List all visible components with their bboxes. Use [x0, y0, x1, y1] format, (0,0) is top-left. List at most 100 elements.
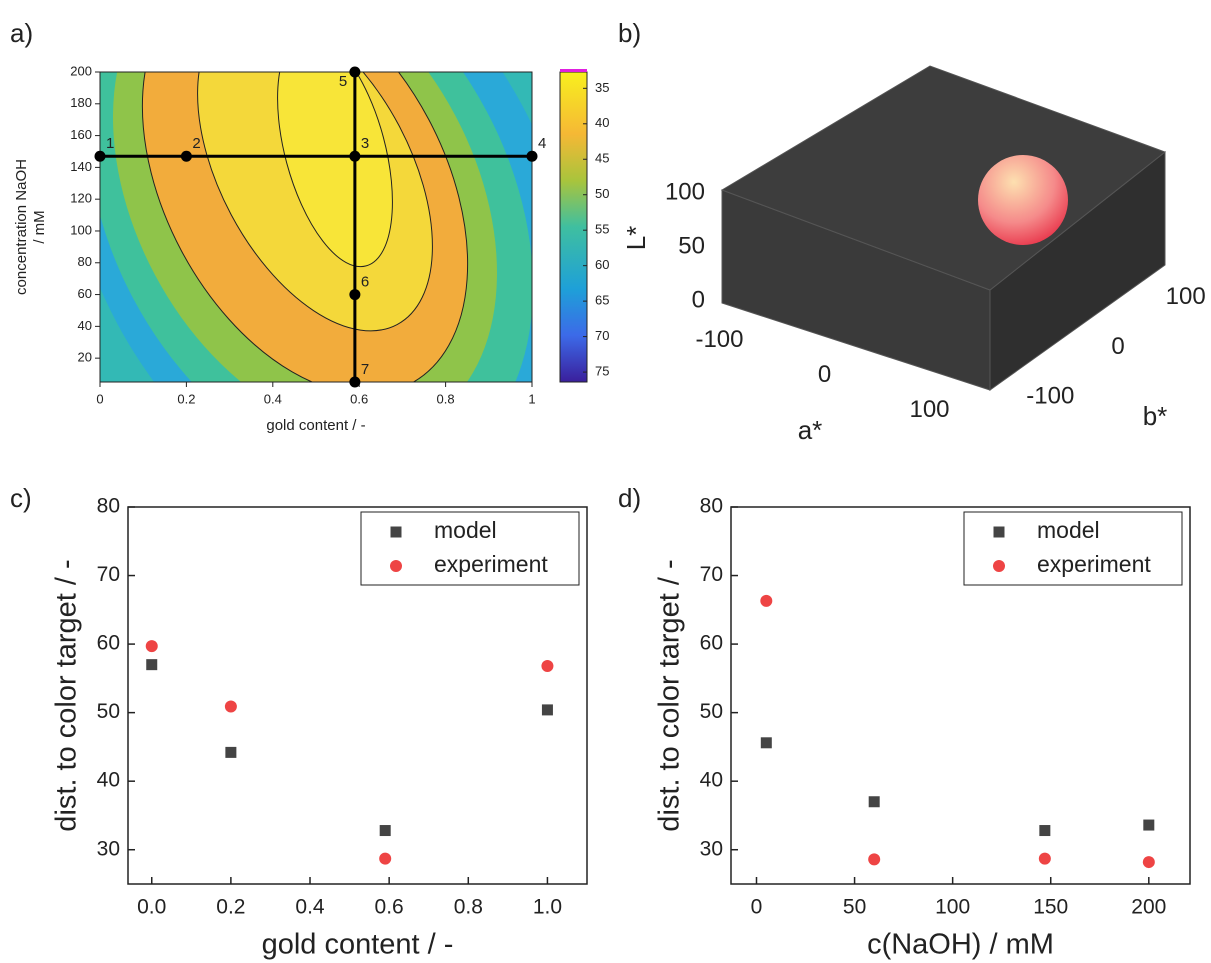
marker-square	[1143, 819, 1155, 831]
x-tick-label: 1	[528, 391, 535, 406]
colorbar	[559, 71, 588, 383]
y-tick-label: 50	[97, 700, 120, 723]
marker-square	[225, 746, 237, 758]
y-tick-label: 100	[1166, 283, 1206, 310]
colorbar-tick-label: 60	[595, 257, 609, 272]
y-axis-label: b*	[1143, 401, 1168, 431]
panel-label: b)	[618, 18, 641, 48]
y-tick-label: 60	[700, 632, 723, 655]
legend-label: experiment	[434, 551, 548, 577]
legend-label: model	[434, 517, 497, 543]
y-tick-label: 40	[78, 318, 92, 333]
x-tick-label: 0.4	[264, 391, 282, 406]
x-tick-label: 0	[818, 361, 831, 388]
x-tick-label: 0	[96, 391, 103, 406]
marker-circle	[541, 660, 554, 673]
panel-label: c)	[10, 483, 32, 513]
y-tick-label: 180	[70, 95, 92, 110]
marker-square	[760, 737, 772, 749]
x-tick-label: 0.6	[350, 391, 368, 406]
point-label: 1	[106, 135, 114, 152]
y-tick-label: -100	[1026, 382, 1074, 409]
colorbar-tick-label: 45	[595, 151, 609, 166]
x-tick-label: 0.8	[454, 896, 483, 919]
plot-frame	[127, 506, 588, 885]
y-tick-label: 30	[700, 837, 723, 860]
marker-circle	[1038, 852, 1051, 865]
marker-circle	[145, 640, 158, 653]
point-label: 3	[361, 135, 369, 152]
colorbar-tick-label: 40	[595, 115, 609, 130]
z-tick-label: 0	[692, 286, 705, 313]
sample-point	[94, 150, 106, 162]
y-tick-label: 50	[700, 700, 723, 723]
legend-marker	[993, 526, 1005, 538]
x-axis-label: c(NaOH) / mM	[867, 929, 1054, 961]
panel-label: a)	[10, 18, 33, 48]
x-tick-label: 100	[935, 896, 970, 919]
x-tick-label: -100	[695, 326, 743, 353]
y-tick-label: 40	[97, 769, 120, 792]
y-tick-label: 70	[97, 563, 120, 586]
x-tick-label: 50	[843, 896, 866, 919]
marker-circle	[760, 594, 773, 607]
legend-marker	[390, 560, 402, 572]
x-axis-label: gold content / -	[266, 417, 365, 434]
point-label: 2	[192, 135, 200, 152]
panel-label: d)	[618, 483, 641, 513]
z-tick-label: 50	[678, 232, 705, 259]
marker-circle	[868, 853, 881, 866]
sample-point	[180, 150, 192, 162]
legend-label: model	[1037, 517, 1100, 543]
sample-point	[349, 376, 361, 388]
x-tick-label: 0.0	[137, 896, 166, 919]
y-tick-label: 80	[78, 254, 92, 269]
sample-point	[349, 150, 361, 162]
legend-marker	[993, 560, 1005, 572]
colorbar-tick-label: 65	[595, 293, 609, 308]
sample-point	[526, 150, 538, 162]
legend-marker	[390, 526, 402, 538]
y-tick-label: 30	[97, 837, 120, 860]
y-tick-label: 80	[97, 495, 120, 518]
x-tick-label: 1.0	[533, 896, 562, 919]
colorbar-tick-label: 55	[595, 222, 609, 237]
y-axis-label: dist. to color target / -	[51, 559, 83, 831]
point-label: 6	[361, 274, 369, 291]
plot-frame	[730, 506, 1191, 885]
x-tick-label: 200	[1131, 896, 1166, 919]
sample-point	[349, 289, 361, 301]
y-tick-label: 100	[70, 222, 92, 237]
sample-point	[349, 66, 361, 78]
marker-circle	[379, 852, 392, 865]
legend	[360, 511, 580, 586]
x-tick-label: 0.2	[216, 896, 245, 919]
y-tick-label: 20	[78, 350, 92, 365]
y-tick-label: 70	[700, 563, 723, 586]
marker-circle	[224, 700, 237, 713]
colorbar-tick-label: 70	[595, 328, 609, 343]
marker-square	[868, 796, 880, 808]
x-axis-label: a*	[798, 415, 823, 445]
y-tick-label: 40	[700, 769, 723, 792]
marker-circle	[1142, 856, 1155, 869]
y-tick-label: 160	[70, 127, 92, 142]
marker-square	[146, 659, 158, 671]
x-tick-label: 0	[751, 896, 763, 919]
point-label: 7	[361, 361, 369, 378]
y-tick-label: 0	[1111, 333, 1124, 360]
x-tick-label: 150	[1033, 896, 1068, 919]
y-tick-label: 140	[70, 159, 92, 174]
legend-label: experiment	[1037, 551, 1151, 577]
y-axis-label: / mM	[31, 210, 48, 243]
x-tick-label: 0.6	[375, 896, 404, 919]
colorbar-cap	[560, 69, 587, 72]
point-label: 5	[339, 73, 347, 90]
y-axis-label: concentration NaOH	[13, 159, 30, 295]
y-tick-label: 120	[70, 191, 92, 206]
marker-square	[379, 825, 391, 837]
x-tick-label: 100	[909, 396, 949, 423]
x-tick-label: 0.8	[437, 391, 455, 406]
legend	[963, 511, 1183, 586]
